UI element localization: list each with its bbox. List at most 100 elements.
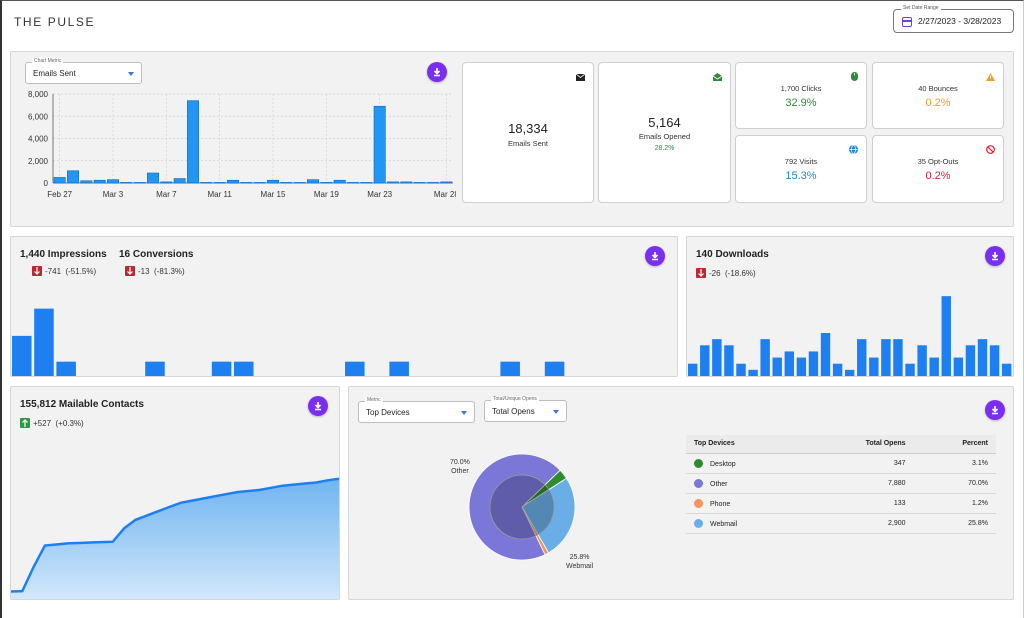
clicks-label: 1,700 Clicks xyxy=(780,84,822,93)
date-range-label: Set Date Range xyxy=(901,5,941,11)
optouts-label: 35 Opt-Outs xyxy=(917,157,959,166)
download-icon xyxy=(433,68,441,77)
bar xyxy=(67,170,79,184)
col-header-opens: Total Opens xyxy=(802,435,914,454)
bar xyxy=(389,361,409,376)
conversions-change-value: -13 xyxy=(138,267,150,276)
bar xyxy=(145,361,165,376)
mouse-icon xyxy=(851,68,858,86)
arrow-up-icon xyxy=(20,418,30,428)
bar xyxy=(200,182,213,184)
col-header-percent: Percent xyxy=(913,435,996,454)
x-tick-label: Mar 3 xyxy=(103,190,124,199)
device-name: Webmail xyxy=(710,520,738,528)
bar xyxy=(253,182,266,184)
legend-dot-other xyxy=(694,478,703,488)
date-range-value: 2/27/2023 - 3/28/2023 xyxy=(918,16,1002,26)
opens-type-select[interactable]: Total/Unique Opens Total Opens xyxy=(484,396,567,422)
bar xyxy=(989,345,1000,376)
bar xyxy=(544,361,565,376)
bar xyxy=(427,182,439,184)
devices-metric-select[interactable]: Metric Top Devices xyxy=(358,397,475,423)
download-icon xyxy=(991,406,999,415)
bar xyxy=(307,179,319,184)
emails-opened-pct: 28.2% xyxy=(654,145,675,152)
kpi-card-bounces: 40 Bounces 0.2% xyxy=(872,62,1004,129)
bar xyxy=(688,363,698,376)
visits-label: 792 Visits xyxy=(784,157,818,166)
bar xyxy=(56,361,76,376)
warning-icon xyxy=(986,68,995,86)
download-button-impressions[interactable] xyxy=(645,246,665,266)
visits-pct: 15.3% xyxy=(785,170,817,182)
impressions-panel xyxy=(10,236,678,377)
download-button-devices[interactable] xyxy=(985,400,1005,420)
device-name: Other xyxy=(710,480,728,488)
page-title: THE PULSE xyxy=(14,15,96,29)
table-row: Desktop 347 3.1% xyxy=(686,453,996,474)
download-button-contacts[interactable] xyxy=(308,396,328,416)
x-tick-label: Mar 23 xyxy=(367,190,392,199)
table-row: Phone 133 1.2% xyxy=(686,493,996,514)
chevron-down-icon xyxy=(553,410,559,414)
emails-opened-label: Emails Opened xyxy=(638,132,691,141)
bar xyxy=(107,179,119,184)
globe-icon xyxy=(849,141,858,159)
bar xyxy=(120,182,133,184)
downloads-change: -26 (-18.6%) xyxy=(696,268,756,278)
x-tick-label: Mar 7 xyxy=(156,190,177,199)
chart-metric-label: Chart Metric xyxy=(32,58,64,64)
bar xyxy=(213,182,226,184)
chart-metric-value: Emails Sent xyxy=(33,69,76,78)
date-range-picker[interactable]: Set Date Range 2/27/2023 - 3/28/2023 xyxy=(893,5,1014,33)
col-header-device: Top Devices xyxy=(686,435,803,454)
pie-label-webmail-pct: 25.8% xyxy=(569,554,590,561)
bar xyxy=(227,179,239,184)
bar xyxy=(736,363,746,376)
pie-inner-slice-other xyxy=(489,474,546,540)
device-pct: 25.8% xyxy=(913,513,996,534)
kpi-card-visits: 792 Visits 15.3% xyxy=(735,135,867,203)
pie-label-webmail: 25.8% Webmail xyxy=(566,553,593,571)
table-row: Webmail 2,900 25.8% xyxy=(686,513,996,534)
device-name: Desktop xyxy=(710,460,736,468)
bar xyxy=(34,308,54,376)
y-tick-label: 6,000 xyxy=(28,112,49,121)
download-button-downloads[interactable] xyxy=(985,246,1005,266)
bounces-label: 40 Bounces xyxy=(918,84,958,93)
bar xyxy=(941,296,951,376)
y-tick-label: 0 xyxy=(44,179,49,188)
chart-metric-select[interactable]: Chart Metric Emails Sent xyxy=(25,58,142,84)
bar xyxy=(12,335,32,376)
device-name: Phone xyxy=(710,500,731,508)
device-opens: 2,900 xyxy=(802,513,914,534)
bar xyxy=(173,178,186,184)
bar xyxy=(333,179,346,184)
impressions-change: -741 (-51.5%) xyxy=(32,266,96,276)
pie-label-other: 70.0% Other xyxy=(450,458,470,476)
arrow-down-icon xyxy=(125,266,135,276)
bar xyxy=(857,339,867,376)
bar xyxy=(881,339,891,376)
bar xyxy=(893,339,903,376)
legend-dot-desktop xyxy=(694,458,703,468)
bar xyxy=(748,369,758,376)
area-line xyxy=(11,477,339,593)
download-icon xyxy=(314,402,322,411)
x-tick-label: Mar 28 xyxy=(434,190,456,199)
legend-dot-phone xyxy=(694,498,703,508)
y-tick-label: 2,000 xyxy=(28,157,49,166)
chevron-down-icon xyxy=(461,411,467,415)
bar xyxy=(147,172,159,184)
bar xyxy=(211,361,232,376)
download-button-emails[interactable] xyxy=(427,62,447,82)
downloads-change-value: -26 xyxy=(709,269,721,278)
downloads-change-pct: (-18.6%) xyxy=(725,269,756,278)
bar xyxy=(133,182,146,184)
envelope-open-icon xyxy=(712,68,723,86)
pie-label-other-name: Other xyxy=(451,468,469,475)
envelope-icon xyxy=(575,68,586,86)
x-tick-label: Feb 27 xyxy=(47,190,72,199)
impressions-change-pct: (-51.5%) xyxy=(65,267,97,276)
contacts-title: 155,812 Mailable Contacts xyxy=(20,399,144,410)
